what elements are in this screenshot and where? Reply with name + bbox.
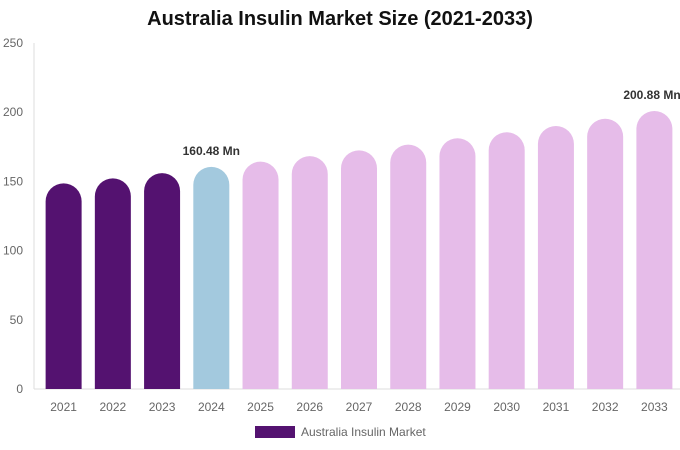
bar (488, 132, 525, 389)
x-tick-label: 2031 (543, 400, 570, 414)
bar (341, 150, 377, 389)
y-tick-label: 100 (3, 244, 23, 258)
bar (390, 144, 427, 389)
bar (291, 156, 328, 389)
chart-title: Australia Insulin Market Size (2021-2033… (147, 8, 533, 30)
x-tick-label: 2028 (395, 400, 422, 414)
x-tick-label: 2032 (592, 400, 619, 414)
bar (636, 110, 673, 389)
x-tick-label: 2024 (198, 400, 225, 414)
bar (537, 126, 574, 390)
y-tick-label: 150 (3, 174, 23, 188)
data-label: 160.48 Mn (183, 144, 240, 158)
data-label: 200.88 Mn (623, 88, 680, 102)
bar (144, 173, 181, 389)
y-tick-label: 250 (3, 36, 23, 50)
legend-label: Australia Insulin Market (301, 425, 426, 439)
x-tick-label: 2025 (247, 400, 274, 414)
bar (193, 166, 230, 389)
bar (45, 183, 82, 389)
x-tick-label: 2022 (99, 400, 126, 414)
x-tick-label: 2029 (444, 400, 471, 414)
y-tick-label: 0 (16, 382, 23, 396)
bar (439, 138, 476, 389)
bar (94, 178, 131, 389)
x-tick-label: 2021 (50, 400, 77, 414)
x-tick-label: 2026 (296, 400, 323, 414)
y-tick-label: 200 (3, 105, 23, 119)
x-tick-label: 2023 (149, 400, 176, 414)
legend-swatch (255, 426, 295, 438)
x-tick-label: 2027 (346, 400, 373, 414)
y-tick-label: 50 (10, 313, 24, 327)
x-tick-label: 2030 (493, 400, 520, 414)
bar (587, 118, 624, 389)
legend[interactable]: Australia Insulin Market (255, 425, 426, 439)
x-tick-label: 2033 (641, 400, 668, 414)
bar (242, 161, 279, 389)
